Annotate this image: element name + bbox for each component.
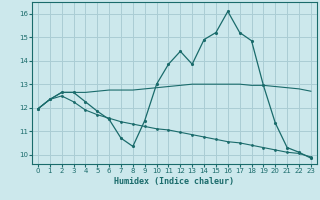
X-axis label: Humidex (Indice chaleur): Humidex (Indice chaleur): [115, 177, 234, 186]
